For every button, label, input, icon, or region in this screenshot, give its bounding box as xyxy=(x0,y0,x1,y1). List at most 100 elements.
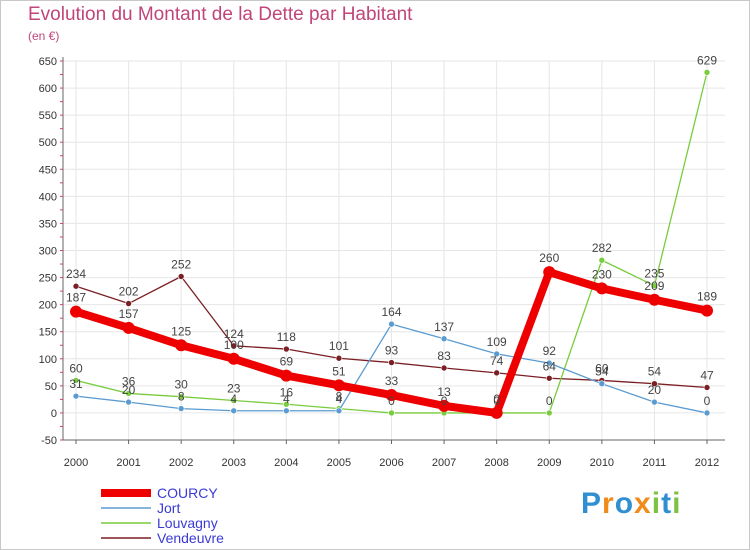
data-label-vendeuvre: 234 xyxy=(66,267,86,281)
y-tick-label: 450 xyxy=(39,164,57,176)
data-label-jort: 4 xyxy=(230,392,237,406)
x-tick-label: 2012 xyxy=(695,457,719,469)
data-label-courcy: 100 xyxy=(224,338,244,352)
data-label-vendeuvre: 118 xyxy=(277,330,296,344)
data-label-vendeuvre: 83 xyxy=(437,349,451,363)
data-point-vendeuvre xyxy=(335,354,343,362)
chart-title: Evolution du Montant de la Dette par Hab… xyxy=(28,4,413,25)
logo-letter: o xyxy=(614,487,635,520)
data-point-vendeuvre xyxy=(493,369,500,377)
data-label-louvagny: 8 xyxy=(336,390,343,404)
data-label-jort: 20 xyxy=(122,383,136,397)
data-label-louvagny: 235 xyxy=(644,267,664,281)
data-label-jort: 137 xyxy=(434,320,454,334)
y-tick-label: 50 xyxy=(45,381,57,393)
x-tick-label: 2001 xyxy=(116,457,140,469)
logo-letter: i xyxy=(672,487,682,520)
data-point-vendeuvre xyxy=(283,345,290,353)
data-label-courcy: 33 xyxy=(385,374,399,388)
data-label-louvagny: 30 xyxy=(174,378,188,392)
y-tick-label: 250 xyxy=(39,273,57,285)
data-label-jort: 8 xyxy=(178,390,185,404)
data-point-courcy xyxy=(701,304,713,317)
y-tick-label: 350 xyxy=(39,218,57,230)
data-label-courcy: 189 xyxy=(697,290,717,304)
data-label-courcy: 13 xyxy=(437,385,451,399)
data-point-louvagny xyxy=(703,69,711,76)
data-label-vendeuvre: 101 xyxy=(329,339,349,353)
x-tick-label: 2009 xyxy=(537,457,561,469)
data-label-jort: 31 xyxy=(69,377,83,391)
data-point-louvagny xyxy=(651,282,658,289)
data-point-vendeuvre xyxy=(125,300,132,307)
data-label-louvagny: 0 xyxy=(493,394,500,408)
logo-letter: i xyxy=(651,487,662,520)
data-point-jort xyxy=(177,405,185,412)
y-tick-label: 400 xyxy=(39,191,57,203)
data-point-jort xyxy=(545,359,553,367)
data-label-louvagny: 60 xyxy=(69,361,83,375)
data-point-courcy xyxy=(385,389,398,402)
data-label-louvagny: 629 xyxy=(697,53,717,67)
data-point-courcy xyxy=(648,293,661,306)
data-label-courcy: 230 xyxy=(592,267,612,281)
logo-letter: x xyxy=(634,487,652,520)
legend-label-vendeuvre: Vendeuvre xyxy=(157,530,224,546)
data-point-vendeuvre xyxy=(440,364,448,372)
data-label-jort: 164 xyxy=(381,305,401,319)
data-point-louvagny xyxy=(283,400,290,408)
data-point-jort xyxy=(703,409,711,417)
data-point-louvagny xyxy=(545,409,553,417)
logo-letter: t xyxy=(661,487,673,520)
data-point-louvagny xyxy=(72,377,80,384)
data-point-louvagny xyxy=(125,390,132,397)
data-label-louvagny: 0 xyxy=(388,394,395,408)
logo-letter: r xyxy=(602,487,615,520)
data-label-vendeuvre: 74 xyxy=(490,354,504,368)
data-point-jort xyxy=(335,407,343,415)
y-tick-label: 150 xyxy=(39,327,57,339)
y-tick-label: 550 xyxy=(39,110,57,122)
data-label-vendeuvre: 47 xyxy=(700,368,714,382)
x-tick-label: 2011 xyxy=(643,457,667,469)
data-point-louvagny xyxy=(388,409,395,417)
data-label-courcy: 209 xyxy=(644,279,664,293)
legend-label-louvagny: Louvagny xyxy=(157,515,218,531)
y-tick-label: -50 xyxy=(41,435,57,447)
data-point-jort xyxy=(440,335,448,343)
y-tick-label: 200 xyxy=(39,300,57,312)
data-point-vendeuvre xyxy=(72,282,80,290)
legend-label-jort: Jort xyxy=(157,500,180,516)
x-tick-label: 2005 xyxy=(327,457,351,469)
data-label-jort: 109 xyxy=(487,335,507,349)
data-point-jort xyxy=(125,398,132,406)
data-point-courcy xyxy=(332,379,345,392)
data-label-vendeuvre: 124 xyxy=(224,327,244,341)
data-point-courcy xyxy=(543,266,556,279)
data-point-louvagny xyxy=(598,256,606,264)
data-label-jort: 4 xyxy=(336,392,343,406)
data-point-courcy xyxy=(490,406,503,419)
data-point-courcy xyxy=(280,369,293,382)
data-label-louvagny: 36 xyxy=(122,374,136,388)
data-point-courcy xyxy=(70,305,82,318)
data-label-jort: 54 xyxy=(595,365,609,379)
data-point-jort xyxy=(230,407,238,415)
data-point-jort xyxy=(283,407,290,415)
y-tick-label: 100 xyxy=(39,354,57,366)
x-tick-label: 2007 xyxy=(432,457,456,469)
logo-letter: P xyxy=(581,487,603,520)
x-tick-label: 2008 xyxy=(484,457,508,469)
data-point-louvagny xyxy=(177,393,185,400)
data-label-vendeuvre: 93 xyxy=(385,344,399,358)
legend-label-courcy: COURCY xyxy=(157,485,218,501)
data-label-louvagny: 0 xyxy=(441,394,448,408)
y-tick-label: 650 xyxy=(39,56,57,68)
data-point-vendeuvre xyxy=(388,359,395,366)
data-point-courcy xyxy=(227,352,240,365)
data-label-louvagny: 16 xyxy=(280,385,294,399)
data-label-courcy: 260 xyxy=(539,251,559,265)
data-point-vendeuvre xyxy=(703,384,711,391)
